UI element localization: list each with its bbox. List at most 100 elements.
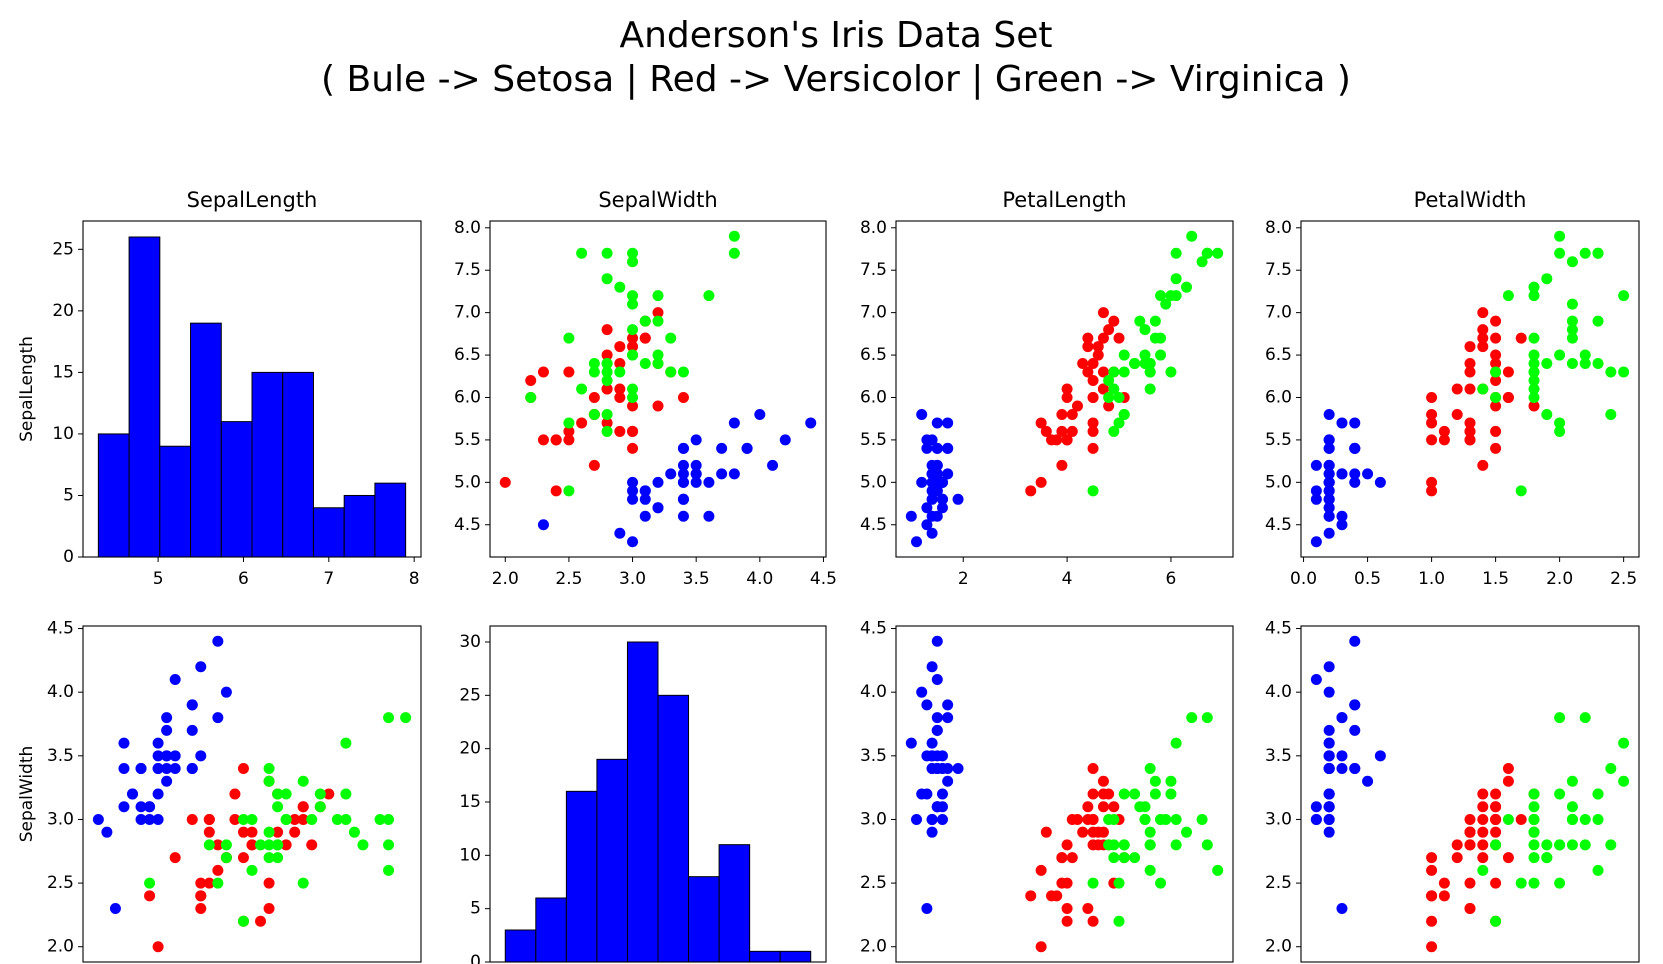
scatter-point (1490, 358, 1502, 370)
scatter-point (1349, 476, 1361, 488)
scatter-point (1490, 375, 1502, 387)
scatter-point (1336, 903, 1348, 915)
scatter-point (537, 434, 549, 446)
scatter-point (1170, 839, 1182, 851)
scatter-point (1149, 788, 1161, 800)
scatter-point (1165, 290, 1177, 302)
scatter-point (1490, 391, 1502, 403)
scatter-point (1097, 332, 1109, 344)
y-tick-label: 5.0 (454, 472, 481, 492)
scatter-point (1464, 826, 1476, 838)
x-tick-label: 3.0 (619, 569, 646, 589)
scatter-point (1035, 864, 1047, 876)
scatter-point (383, 813, 395, 825)
scatter-point (144, 890, 156, 902)
axes-frame (1300, 220, 1640, 558)
scatter-point (601, 425, 613, 437)
scatter-point (1566, 332, 1578, 344)
x-tick-label: 8 (409, 569, 420, 589)
x-tick-label: 2.0 (1546, 569, 1573, 589)
hist-bar (535, 897, 567, 962)
scatter-point (627, 256, 639, 268)
scatter-point (1502, 763, 1514, 775)
scatter-point (297, 877, 309, 889)
scatter-point (1103, 788, 1115, 800)
scatter-point (1426, 941, 1438, 953)
scatter-point (340, 813, 352, 825)
scatter-point (1144, 366, 1156, 378)
scatter-point (1502, 813, 1514, 825)
scatter-point (1108, 366, 1120, 378)
scatter-point (263, 775, 275, 787)
scatter-point (614, 527, 626, 539)
scatter-point (169, 763, 181, 775)
scatter-point (1490, 425, 1502, 437)
scatter-point (665, 366, 677, 378)
scatter-point (297, 801, 309, 813)
scatter-point (1554, 877, 1566, 889)
scatter-point (931, 442, 943, 454)
y-axis-label: SepalLength (17, 336, 37, 442)
scatter-point (118, 737, 130, 749)
scatter-point (169, 750, 181, 762)
scatter-point (195, 890, 207, 902)
hist-bar (565, 790, 598, 962)
scatter-point (1196, 256, 1208, 268)
scatter-point (1061, 903, 1073, 915)
scatter-point (916, 408, 928, 420)
scatter-point (280, 839, 292, 851)
scatter-point (1554, 349, 1566, 361)
scatter-point (537, 519, 549, 531)
plot-area (499, 230, 817, 548)
scatter-point (1336, 510, 1348, 522)
y-tick-label: 30 (459, 632, 481, 652)
scatter-point (601, 366, 613, 378)
scatter-point (135, 763, 147, 775)
scatter-point (741, 442, 753, 454)
x-tick-label: 5 (153, 569, 164, 589)
scatter-point (186, 763, 198, 775)
scatter-point (1082, 801, 1094, 813)
scatter-point (1490, 366, 1502, 378)
scatter-point (1108, 315, 1120, 327)
scatter-point (1477, 864, 1489, 876)
hist-bar (159, 445, 192, 557)
scatter-point (1336, 763, 1348, 775)
scatter-point (1426, 852, 1438, 864)
scatter-point (1477, 332, 1489, 344)
scatter-point (1490, 801, 1502, 813)
axes-frame (489, 625, 827, 963)
scatter-point (926, 826, 938, 838)
scatter-point (779, 434, 791, 446)
scatter-point (1061, 915, 1073, 927)
y-tick-label: 5.5 (1265, 430, 1292, 450)
scatter-point (588, 366, 600, 378)
scatter-point (1113, 332, 1125, 344)
scatter-point (1144, 839, 1156, 851)
scatter-point (1323, 661, 1335, 673)
scatter-point (1477, 801, 1489, 813)
scatter-point (1056, 425, 1068, 437)
scatter-point (1490, 332, 1502, 344)
y-tick-label: 7.0 (454, 303, 481, 323)
scatter-point (1025, 890, 1037, 902)
scatter-point (1464, 903, 1476, 915)
scatter-point (627, 391, 639, 403)
scatter-point (272, 852, 284, 864)
y-tick-label: 5.0 (860, 472, 887, 492)
scatter-point (212, 635, 224, 647)
scatter-point (1323, 763, 1335, 775)
plot-area (1310, 635, 1630, 953)
scatter-point (118, 763, 130, 775)
scatter-point (1323, 476, 1335, 488)
scatter-point (1490, 877, 1502, 889)
scatter-point (1144, 864, 1156, 876)
scatter-point (246, 864, 258, 876)
y-tick-label: 5.5 (454, 430, 481, 450)
scatter-point (161, 763, 173, 775)
scatter-point (1464, 366, 1476, 378)
scatter-point (639, 358, 651, 370)
scatter-point (1541, 852, 1553, 864)
y-tick-label: 25 (459, 685, 481, 705)
scatter-point (1310, 485, 1322, 497)
